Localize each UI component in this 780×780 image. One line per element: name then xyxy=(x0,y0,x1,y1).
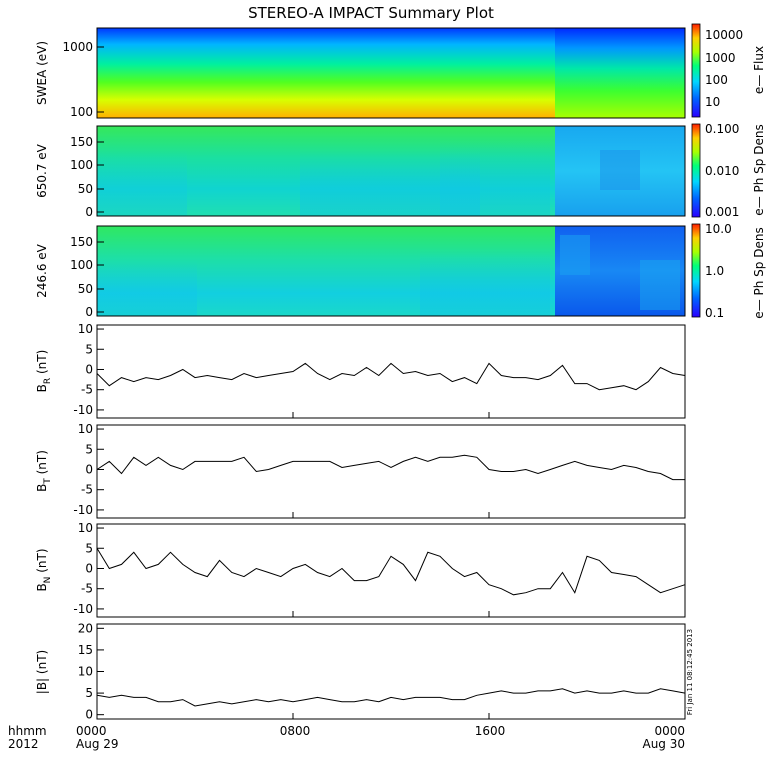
cbar2-tick-label: 0.001 xyxy=(705,205,739,219)
bn-ytick-label: 10 xyxy=(78,521,93,535)
bmag-ytick-label: 0 xyxy=(85,708,93,722)
swea-yticks: 1000 100 xyxy=(62,40,104,119)
pad246-colorbar xyxy=(691,223,701,318)
bn-ytick-label: -5 xyxy=(81,582,93,596)
br-ytick-label: 10 xyxy=(78,322,93,336)
time-axis: hhmm 2012 0000 Aug 29 0800 1600 0000 Aug… xyxy=(8,724,685,751)
pad650-yticks: 0 50 100 150 xyxy=(70,135,104,219)
cbar3-label: e— Ph Sp Dens xyxy=(752,227,766,318)
bn-ylabel: BN (nT) xyxy=(35,548,53,591)
pad246-ytick-label: 50 xyxy=(78,282,93,296)
cbar1-tick-label: 1000 xyxy=(705,51,736,65)
time-tick-label: 1600 xyxy=(475,724,506,738)
br-ytick-label: -10 xyxy=(73,403,93,417)
panel-bmag: 0 5 10 15 20 |B| (nT) Fri Jan 11 08:12:45 20… xyxy=(35,621,694,721)
bt-ylabel: BT (nT) xyxy=(35,450,53,492)
swea-ytick-label: 1000 xyxy=(62,40,93,54)
bn-axis: -10 -5 0 5 10 xyxy=(73,521,490,617)
date-label: Aug 30 xyxy=(642,737,685,751)
pad650-ytick-label: 100 xyxy=(70,158,93,172)
panel-pad-650: 0 50 100 150 650.7 eV 0.100 0.010 0.001 … xyxy=(35,122,766,219)
date-label: Aug 29 xyxy=(76,737,119,751)
cbar3-tick-label: 0.1 xyxy=(705,306,724,320)
pad650-ytick-label: 50 xyxy=(78,182,93,196)
panel-swea: 1000 100 SWEA (eV) 10000 1000 100 10 e— … xyxy=(35,23,766,119)
pad650-ytick-label: 150 xyxy=(70,135,93,149)
cbar2-label: e— Ph Sp Dens xyxy=(752,124,766,215)
swea-ytick-label: 100 xyxy=(70,105,93,119)
pad246-ytick-label: 0 xyxy=(85,305,93,319)
cbar1-tick-label: 10 xyxy=(705,95,720,109)
cbar2-tick-label: 0.010 xyxy=(705,164,739,178)
time-row-label: hhmm xyxy=(8,724,47,738)
bt-series-line xyxy=(96,454,685,481)
timestamp-label: Fri Jan 11 08:12:45 2013 xyxy=(686,629,694,715)
time-tick-label: 0000 xyxy=(654,724,685,738)
cbar3-tick-label: 10.0 xyxy=(705,222,732,236)
panel-bn: -10 -5 0 5 10 BN (nT) xyxy=(35,521,686,618)
pad650-ytick-label: 0 xyxy=(85,205,93,219)
pad246-yticks: 0 50 100 150 xyxy=(70,235,104,319)
cbar2-tick-label: 0.100 xyxy=(705,122,739,136)
pad246-ytick-label: 150 xyxy=(70,235,93,249)
cbar1-tick-label: 100 xyxy=(705,73,728,87)
swea-spectrogram-low-flux xyxy=(555,28,685,118)
bt-ytick-label: 10 xyxy=(78,422,93,436)
br-ytick-label: 5 xyxy=(85,342,93,356)
bmag-ylabel: |B| (nT) xyxy=(35,650,49,694)
br-axis: -10 -5 0 5 10 xyxy=(73,322,490,418)
br-ytick-label: 0 xyxy=(85,362,93,376)
cbar1-label: e— Flux xyxy=(752,46,766,94)
bn-ytick-label: 5 xyxy=(85,541,93,555)
bt-ytick-label: 0 xyxy=(85,462,93,476)
bmag-ytick-label: 10 xyxy=(78,665,93,679)
panel-br: -10 -5 0 5 10 BR (nT) xyxy=(35,322,686,419)
bn-ytick-label: 0 xyxy=(85,561,93,575)
pad246-ytick-label: 100 xyxy=(70,258,93,272)
bn-series-line xyxy=(96,548,686,596)
bt-ytick-label: -10 xyxy=(73,503,93,517)
bmag-ytick-label: 20 xyxy=(78,621,93,635)
swea-colorbar xyxy=(691,23,701,118)
panel-bt: -10 -5 0 5 10 BT (nT) xyxy=(35,422,686,519)
br-ylabel: BR (nT) xyxy=(35,350,53,393)
bt-ytick-label: -5 xyxy=(81,483,93,497)
bmag-ytick-label: 15 xyxy=(78,643,93,657)
br-series-line xyxy=(96,362,686,391)
bmag-ytick-label: 5 xyxy=(85,686,93,700)
bt-ytick-label: 5 xyxy=(85,442,93,456)
cbar3-tick-label: 1.0 xyxy=(705,264,724,278)
panel-pad-246: 0 50 100 150 246.6 eV 10.0 1.0 0.1 e— Ph… xyxy=(35,222,766,320)
swea-ylabel: SWEA (eV) xyxy=(35,41,49,105)
br-ytick-label: -5 xyxy=(81,383,93,397)
time-tick-label: 0000 xyxy=(76,724,107,738)
pad650-colorbar xyxy=(691,123,701,218)
cbar1-tick-label: 10000 xyxy=(705,28,743,42)
bmag-axis: 0 5 10 15 20 xyxy=(78,621,490,722)
bn-ytick-label: -10 xyxy=(73,602,93,616)
pad650-ylabel: 650.7 eV xyxy=(35,143,49,198)
bmag-series-line xyxy=(96,688,686,707)
time-tick-label: 0800 xyxy=(280,724,311,738)
pad246-ylabel: 246.6 eV xyxy=(35,243,49,298)
plot-title: STEREO-A IMPACT Summary Plot xyxy=(248,4,494,22)
time-row-label: 2012 xyxy=(8,737,39,751)
bt-axis: -10 -5 0 5 10 xyxy=(73,422,490,518)
